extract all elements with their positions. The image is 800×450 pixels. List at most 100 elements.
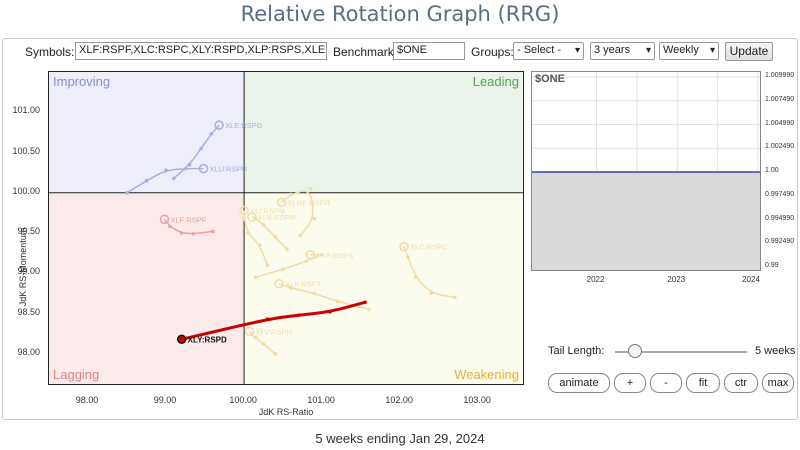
series-point-xlf-rspf	[179, 231, 184, 235]
page-title: Relative Rotation Graph (RRG)	[240, 2, 560, 26]
benchmark-y-tick-label: 0.99	[765, 262, 779, 269]
series-point-xlv-rsph	[253, 335, 258, 340]
rrg-chart[interactable]: XLE:RSPG XLU:RSPU XLF:RSPF XLRE:RSPR XLI:RSP…	[48, 71, 524, 385]
series-point-xlp-rsps	[304, 259, 309, 264]
footer-date-range: 5 weeks ending Jan 29, 2024	[315, 431, 485, 446]
series-point-xlp-rsps	[320, 252, 324, 257]
series-point-xle-rspg	[214, 120, 224, 130]
series-xly-rspd: XLY:RSPD	[176, 300, 367, 345]
benchmark-title: $ONE	[535, 73, 565, 85]
series-point-xlc-rspc	[429, 291, 434, 296]
series-point-xly-rspd	[265, 317, 270, 321]
series-point-xlb-rspm	[261, 223, 266, 227]
x-axis-label: JdK RS-Ratio	[258, 407, 314, 417]
benchmark-y-tick-label: 0.992490	[765, 238, 795, 246]
x-tick-label: 100.00	[229, 395, 257, 405]
center-button[interactable]: ctr	[724, 373, 758, 393]
series-point-xly-rspd	[363, 300, 367, 305]
benchmark-svg	[532, 72, 760, 270]
chevron-down-icon: ▾	[645, 45, 651, 56]
series-xli-rspn: XLI:RSPN	[239, 205, 284, 268]
tail-length-slider[interactable]	[615, 351, 747, 353]
chevron-down-icon: ▾	[709, 45, 715, 56]
series-label-xly-rspd: XLY:RSPD	[188, 335, 227, 344]
groups-label: Groups:	[471, 45, 514, 59]
series-point-xli-rspn	[242, 216, 246, 221]
series-label-xle-rspg: XLE:RSPG	[225, 121, 263, 130]
series-label-xli-rspn: XLI:RSPN	[250, 206, 284, 215]
benchmark-input[interactable]: $ONE	[393, 42, 465, 60]
series-point-xlv-rsph	[261, 342, 266, 346]
zoom-out-button[interactable]: -	[650, 373, 682, 393]
series-point-xlc-rspc	[399, 241, 409, 252]
frequency-select[interactable]: Weekly ▾	[659, 42, 719, 60]
series-point-xlre-rspr	[289, 192, 293, 197]
quadrant-label-leading: Leading	[472, 74, 519, 89]
benchmark-y-tick-label: 1.009990	[765, 72, 795, 79]
series-label-xlk-rspt: XLK:RSPT	[285, 280, 322, 289]
y-axis-label: JdK RS-Momentum	[18, 227, 28, 307]
series-point-xlk-rspt	[367, 307, 371, 312]
series-xlf-rspf: XLF:RSPF	[159, 214, 215, 236]
series-point-xlb-rspm	[273, 235, 278, 239]
series-point-xlv-rsph	[273, 351, 278, 356]
series-point-xlk-rspt	[312, 291, 317, 296]
series-point-xlp-rsps	[305, 250, 316, 260]
series-point-xlf-rspf	[211, 229, 215, 234]
series-point-xlu-rspu	[164, 168, 168, 173]
series-point-xly-rspd	[176, 334, 187, 345]
series-point-xle-rspg	[209, 132, 214, 136]
series-point-xlb-rspm	[285, 247, 289, 251]
x-tick-label: 98.00	[75, 395, 99, 405]
series-xlre-rspr: XLRE:RSPR	[276, 186, 331, 238]
series-label-xlf-rspf: XLF:RSPF	[170, 215, 206, 224]
tail-length-label: Tail Length:	[548, 345, 605, 357]
series-point-xle-rspg	[172, 176, 176, 181]
benchmark-y-tick-label: 0.997490	[765, 190, 795, 198]
series-point-xlp-rsps	[253, 275, 258, 280]
series-point-xlc-rspc	[413, 275, 418, 280]
series-label-xlu-rspu: XLU:RSPU	[210, 165, 248, 174]
symbols-input[interactable]: XLF:RSPF,XLC:RSPC,XLY:RSPD,XLP:RSPS,XLE:	[75, 42, 327, 60]
period-select-value: 3 years	[594, 44, 631, 56]
benchmark-area	[532, 171, 760, 270]
animate-button[interactable]: animate	[548, 373, 610, 393]
max-button[interactable]: max	[762, 373, 794, 393]
chevron-down-icon: ▾	[574, 45, 580, 56]
benchmark-chart: $ONE 1.009990 1.007490 1.004990 1.002490 1.0…	[531, 71, 795, 293]
series-xle-rspg: XLE:RSPG	[172, 120, 263, 181]
benchmark-plot-area: $ONE	[531, 71, 761, 271]
series-point-xlk-rspt	[274, 278, 284, 289]
series-point-xli-rspn	[257, 243, 262, 247]
series-xlb-rspm: XLB:RSPM	[247, 212, 296, 251]
series-point-xlp-rsps	[281, 267, 285, 272]
fit-button[interactable]: fit	[686, 373, 720, 393]
y-tick-label: 100.50	[12, 145, 40, 156]
y-tick-label: 99.00	[17, 266, 40, 277]
benchmark-y-tick-label: 1.007490	[765, 95, 795, 103]
series-point-xlu-rspu	[144, 178, 149, 183]
quadrant-label-improving: Improving	[53, 74, 111, 89]
benchmark-y-tick-label: 1.004990	[765, 119, 795, 127]
series-point-xlc-rspc	[452, 295, 457, 300]
series-point-xlre-rspr	[312, 216, 317, 221]
series-xlp-rsps: XLP:RSPS	[253, 250, 353, 280]
series-xlv-rsph: XLV:RSPH	[244, 326, 292, 356]
series-point-xlk-rspt	[335, 299, 340, 304]
update-button[interactable]: Update	[725, 42, 773, 61]
benchmark-y-tick-label: 0.994990	[765, 214, 795, 222]
series-label-xlc-rspc: XLC:RSPC	[410, 243, 448, 252]
series-point-xlf-rspf	[159, 214, 170, 225]
benchmark-x-tick-label: 2023	[667, 275, 686, 284]
y-tick-label: 99.50	[17, 226, 40, 237]
tail-length-slider-thumb[interactable]	[628, 344, 643, 358]
series-xlu-rspu: XLU:RSPU	[125, 163, 248, 195]
rrg-panel: Symbols: XLF:RSPF,XLC:RSPC,XLY:RSPD,XLP:…	[2, 38, 798, 420]
x-tick-label: 99.00	[153, 395, 177, 405]
groups-select[interactable]: - Select - ▾	[513, 42, 584, 60]
series-point-xlu-rspu	[125, 190, 129, 195]
zoom-in-button[interactable]: +	[614, 373, 646, 393]
y-tick-label: 101.00	[12, 105, 40, 116]
period-select[interactable]: 3 years ▾	[590, 42, 655, 60]
series-point-xlk-rspt	[289, 285, 293, 290]
